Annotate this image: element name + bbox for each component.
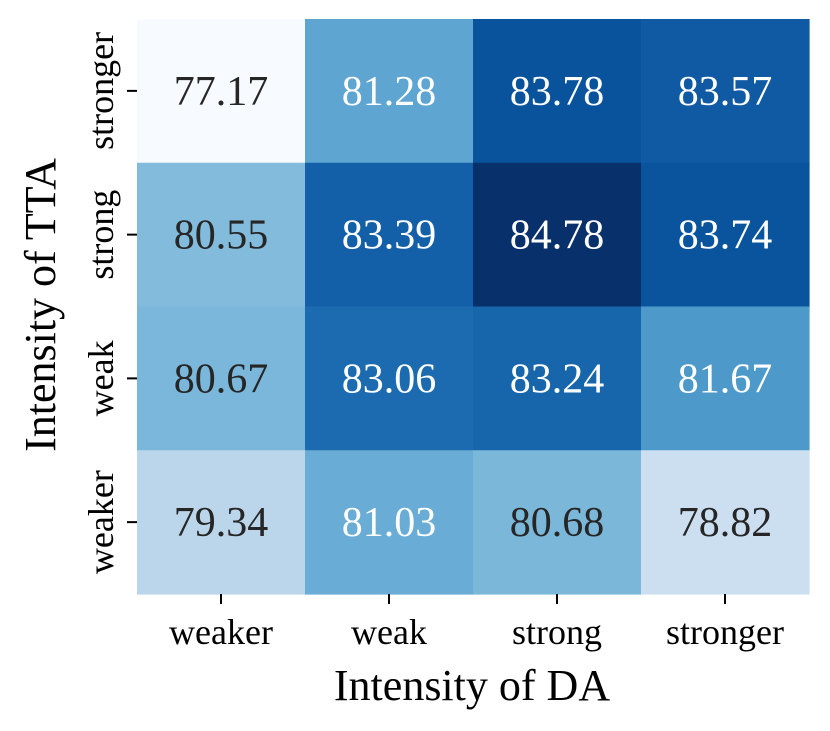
heatmap-cell-strong-stronger (641, 162, 810, 308)
cell-value-weak-weaker: 80.67 (174, 356, 269, 402)
heatmap-cell-weaker-weaker (137, 450, 306, 595)
cell-value-strong-weaker: 80.55 (174, 213, 269, 259)
cell-value-weak-strong: 83.24 (510, 356, 605, 402)
cell-value-weak-stronger: 81.67 (678, 356, 773, 402)
y-tick-label-weaker: weaker (81, 470, 121, 574)
cell-value-weaker-weak: 81.03 (342, 500, 437, 546)
heatmap-cell-weaker-weak (305, 450, 474, 595)
x-axis-title: Intensity of DA (334, 661, 610, 710)
cell-value-stronger-weaker: 77.17 (174, 69, 269, 115)
cell-value-stronger-strong: 83.78 (510, 69, 605, 115)
x-tick-label-strong: strong (512, 612, 602, 652)
heatmap-cell-strong-weaker (137, 162, 306, 308)
heatmap-cell-weaker-stronger (641, 450, 810, 595)
heatmap-cell-strong-weak (305, 162, 474, 308)
heatmap-cell-stronger-weak (305, 19, 474, 164)
x-tick-label-stronger: stronger (666, 612, 784, 652)
cell-value-stronger-stronger: 83.57 (678, 69, 773, 115)
heatmap-cell-weak-stronger (641, 306, 810, 451)
heatmap-cells (137, 19, 810, 595)
heatmap-cell-weak-weak (305, 306, 474, 451)
cell-value-strong-stronger: 83.74 (678, 213, 773, 259)
heatmap-cell-stronger-stronger (641, 19, 810, 164)
cell-value-weak-weak: 83.06 (342, 356, 437, 402)
y-axis-ticks: stronger strong weak weaker (81, 32, 137, 574)
x-tick-label-weak: weak (351, 612, 427, 652)
y-tick-label-strong: strong (81, 190, 121, 280)
cell-value-weaker-weaker: 79.34 (174, 500, 269, 546)
heatmap-cell-strong-strong (473, 162, 642, 308)
heatmap-cell-stronger-weaker (137, 19, 306, 164)
heatmap-cell-weaker-strong (473, 450, 642, 595)
heatmap-cell-weak-weaker (137, 306, 306, 451)
heatmap-cell-stronger-strong (473, 19, 642, 164)
cell-annotations: 77.17 81.28 83.78 83.57 80.55 83.39 84.78 83.74… (174, 69, 773, 546)
cell-value-weaker-stronger: 78.82 (678, 500, 773, 546)
cell-value-strong-weak: 83.39 (342, 213, 437, 259)
y-tick-label-weak: weak (81, 340, 121, 416)
x-tick-label-weaker: weaker (169, 612, 273, 652)
cell-value-stronger-weak: 81.28 (342, 69, 437, 115)
cell-value-weaker-strong: 80.68 (510, 500, 605, 546)
cell-value-strong-strong: 84.78 (510, 213, 605, 259)
y-axis-title: Intensity of TTA (16, 158, 65, 452)
y-tick-label-stronger: stronger (81, 32, 121, 150)
x-axis-ticks: weaker weak strong stronger (169, 594, 784, 652)
heatmap-cell-weak-strong (473, 306, 642, 451)
